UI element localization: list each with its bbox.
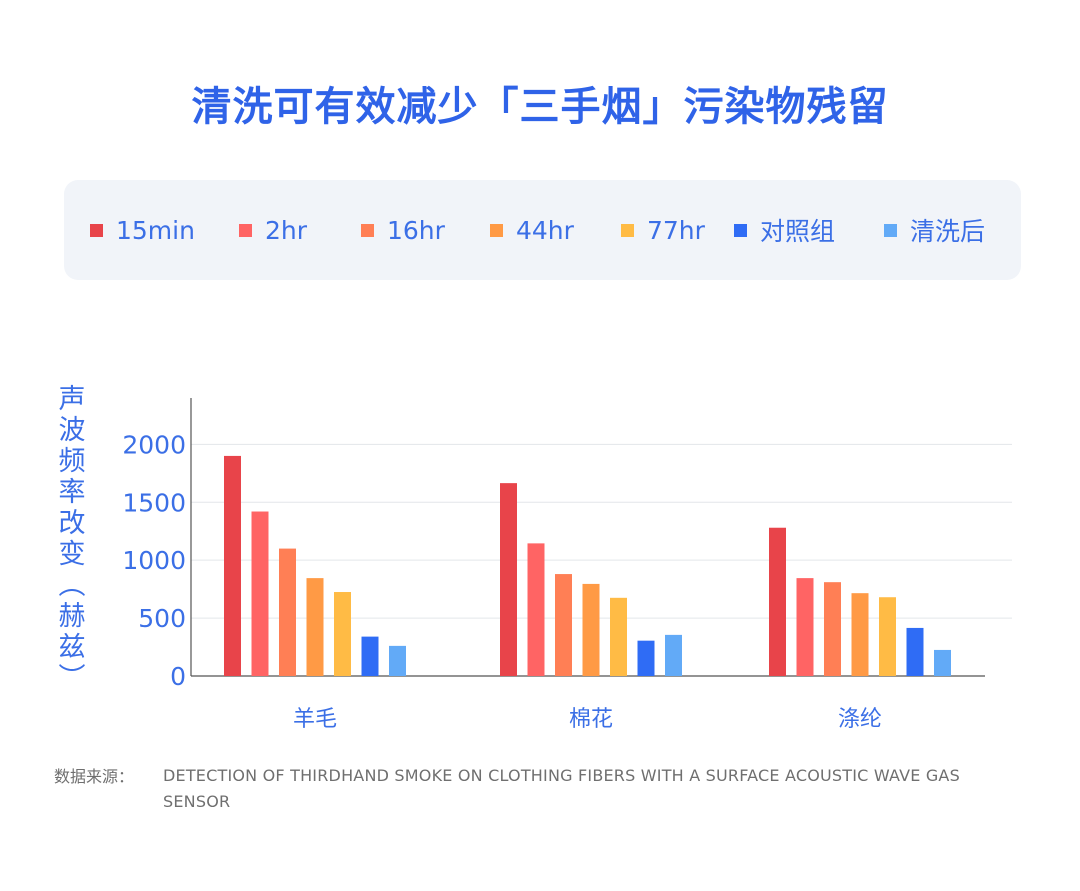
legend-label: 15min	[116, 215, 195, 245]
bar-77hr-涤纶	[879, 597, 896, 676]
y-axis-label-char: 变	[58, 539, 86, 570]
bar-15min-涤纶	[769, 527, 786, 676]
legend-label: 对照组	[760, 217, 836, 246]
y-axis-label-char: 波	[58, 415, 86, 446]
bar-2hr-羊毛	[251, 511, 269, 676]
source-label: 数据来源：	[54, 767, 135, 786]
y-axis-label-char: ︶	[58, 663, 86, 694]
legend-label: 2hr	[265, 215, 308, 245]
bar-16hr-涤纶	[824, 582, 841, 676]
legend-swatch	[734, 223, 747, 237]
legend-label: 清洗后	[910, 217, 986, 246]
y-axis-label-char: 声	[58, 384, 86, 415]
bar-44hr-羊毛	[306, 578, 324, 676]
bar-2hr-棉花	[527, 543, 545, 676]
bar-对照组-棉花	[637, 640, 655, 676]
legend-item-77hr: 77hr	[621, 214, 705, 246]
source-text: DETECTION OF THIRDHAND SMOKE ON CLOTHING…	[163, 766, 960, 811]
x-category-label: 棉花	[569, 707, 613, 730]
y-tick-label: 1000	[122, 546, 186, 575]
legend-swatch	[90, 223, 103, 237]
bar-15min-羊毛	[224, 455, 241, 676]
bar-44hr-棉花	[582, 583, 600, 676]
bar-15min-棉花	[500, 483, 517, 676]
legend-label: 77hr	[647, 215, 705, 245]
legend: 15min 2hr 16hr 44hr 77hr 对照组 清洗后	[64, 180, 1021, 280]
legend-swatch	[361, 223, 374, 237]
y-tick-label: 500	[138, 604, 186, 633]
legend-item-16hr: 16hr	[361, 214, 445, 246]
legend-item-after-wash: 清洗后	[884, 214, 985, 246]
bar-44hr-涤纶	[851, 593, 869, 676]
y-axis-label-char: 兹	[58, 632, 86, 663]
bar-77hr-棉花	[610, 597, 627, 676]
x-category-label: 羊毛	[293, 707, 337, 730]
legend-item-control: 对照组	[734, 214, 835, 246]
bar-chart: 0 500 1000 1500 2000 羊毛 棉花 涤纶	[122, 398, 1012, 730]
y-tick-label: 0	[170, 662, 186, 691]
bar-16hr-棉花	[555, 574, 572, 676]
legend-swatch	[490, 223, 503, 237]
y-axis-label-char: ︵	[58, 570, 86, 601]
legend-item-44hr: 44hr	[490, 214, 574, 246]
legend-swatch	[621, 223, 634, 237]
legend-label: 16hr	[387, 215, 445, 245]
bar-77hr-羊毛	[334, 592, 351, 676]
legend-item-15min: 15min	[90, 214, 195, 246]
y-axis-label-char: 改	[58, 508, 86, 539]
x-category-label: 涤纶	[838, 707, 882, 730]
y-axis-label-char: 赫	[58, 601, 86, 632]
y-axis-label-char: 频	[58, 446, 86, 477]
y-axis-label: 声波频率改变 ︵ 赫兹 ︶	[52, 384, 92, 694]
bar-对照组-羊毛	[361, 636, 379, 676]
bar-清洗后-涤纶	[934, 649, 951, 676]
y-tick-label: 2000	[122, 430, 186, 459]
bar-16hr-羊毛	[279, 548, 296, 676]
chart-title: 清洗可有效减少「三手烟」污染物残留	[191, 84, 889, 130]
legend-item-2hr: 2hr	[239, 214, 307, 246]
legend-label: 44hr	[516, 215, 574, 245]
y-axis-label-char: 率	[58, 477, 86, 508]
bar-对照组-涤纶	[906, 627, 924, 676]
bar-2hr-涤纶	[796, 578, 814, 676]
y-tick-label: 1500	[122, 488, 186, 517]
legend-swatch	[239, 223, 252, 237]
legend-swatch	[884, 223, 897, 237]
bar-清洗后-羊毛	[389, 645, 406, 676]
bar-清洗后-棉花	[665, 634, 682, 676]
